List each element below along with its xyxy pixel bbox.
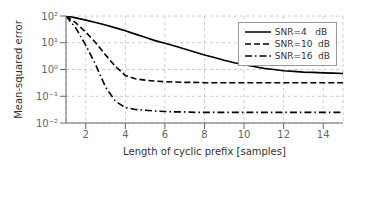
svg-text:14: 14 <box>317 129 330 140</box>
svg-text:6: 6 <box>162 129 168 140</box>
svg-text:2: 2 <box>83 129 89 140</box>
html-text:SNR=16 dB: SNR=16 dB <box>274 51 330 61</box>
svg-text:10⁻²: 10⁻² <box>36 118 58 129</box>
svg-text:12: 12 <box>277 129 290 140</box>
svg-text:10²: 10² <box>41 11 58 22</box>
svg-text:10⁻¹: 10⁻¹ <box>36 91 58 102</box>
svg-text:4: 4 <box>122 129 128 140</box>
svg-text:Mean-squared error: Mean-squared error <box>13 19 24 119</box>
svg-text:8: 8 <box>201 129 207 140</box>
html-text:SNR=10 dB: SNR=10 dB <box>274 39 330 49</box>
svg-text:10: 10 <box>238 129 251 140</box>
svg-text:10⁰: 10⁰ <box>41 64 58 75</box>
svg-text:Length of cyclic prefix [sampl: Length of cyclic prefix [samples] <box>123 146 286 157</box>
svg-text:10¹: 10¹ <box>41 37 58 48</box>
html-text:SNR=4 dB: SNR=4 dB <box>274 27 328 37</box>
